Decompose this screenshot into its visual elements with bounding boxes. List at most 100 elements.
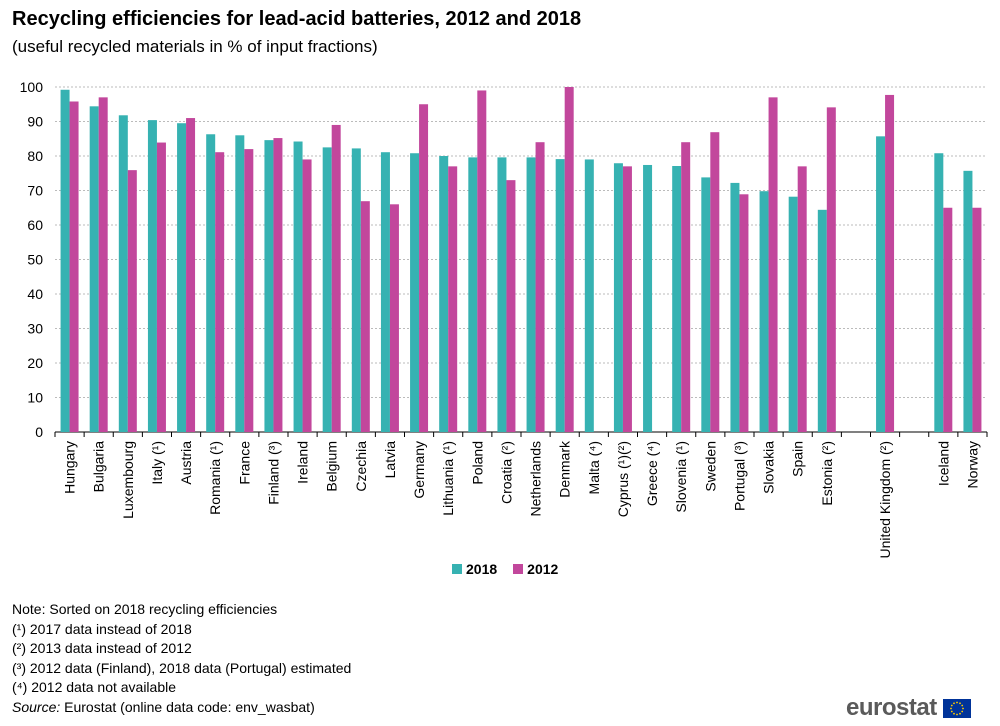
bar-2012 (768, 97, 778, 432)
bar-2012 (506, 180, 516, 432)
eurostat-logo-text: eurostat (846, 694, 937, 721)
bar-2012 (885, 94, 895, 432)
bar-2012 (564, 87, 574, 432)
bar-2012 (360, 201, 370, 432)
x-tick-label: Czechia (353, 441, 369, 492)
chart-title: Recycling efficiencies for lead-acid bat… (12, 8, 582, 30)
x-tick-label: Malta (⁴) (586, 441, 602, 494)
bar-2012 (215, 152, 225, 432)
bar-2018 (584, 159, 594, 432)
y-tick-label: 30 (27, 321, 43, 337)
y-tick-label: 0 (35, 424, 43, 440)
y-tick-label: 60 (27, 217, 43, 233)
legend-swatch-2018 (452, 564, 462, 574)
bar-2018 (177, 123, 187, 432)
bar-2018 (380, 152, 390, 432)
x-tick-label: Ireland (295, 441, 311, 484)
footnote-3: (³) 2012 data (Finland), 2018 data (Port… (12, 659, 352, 676)
bar-2018 (293, 141, 303, 432)
footnote-4: (⁴) 2012 data not available (12, 679, 177, 695)
x-tick-label: Austria (178, 441, 194, 485)
legend: 2018 2012 (452, 561, 558, 577)
x-tick-label: Portugal (³) (731, 441, 747, 511)
bar-2018 (759, 191, 769, 432)
x-tick-label: Lithuania (¹) (440, 441, 456, 516)
bar-2018 (643, 164, 653, 432)
source-label: Source: (12, 698, 61, 715)
bar-2018 (439, 156, 449, 432)
x-tick-label: Spain (790, 441, 806, 477)
bar-2012 (244, 149, 254, 432)
y-tick-label: 80 (27, 148, 43, 164)
bar-2012 (419, 104, 429, 432)
footnote-2: (²) 2013 data instead of 2012 (12, 640, 192, 656)
x-tick-label: Norway (964, 441, 980, 488)
legend-swatch-2012 (513, 564, 524, 574)
bar-2018 (701, 177, 711, 432)
chart-subtitle: (useful recycled materials in % of input… (12, 37, 378, 56)
bar-2012 (477, 90, 487, 432)
x-tick-label: United Kingdom (²) (877, 441, 893, 559)
eu-flag-icon (942, 698, 971, 718)
bar-2018 (60, 89, 70, 432)
bar-2018 (89, 106, 99, 432)
legend-label-2018: 2018 (466, 561, 498, 577)
x-tick-label: Hungary (62, 441, 78, 494)
x-tick-label: Estonia (²) (819, 441, 835, 506)
bar-2018 (526, 157, 536, 432)
bar-2012 (710, 132, 720, 432)
y-tick-label: 40 (27, 286, 43, 302)
x-tick-label: Slovenia (¹) (673, 441, 689, 513)
bar-2018 (555, 159, 565, 433)
x-tick-label: Slovakia (761, 441, 777, 494)
bar-2018 (118, 115, 128, 432)
y-tick-label: 70 (27, 183, 43, 199)
bar-2012 (622, 166, 632, 432)
source-text: Eurostat (online data code: env_wasbat) (60, 698, 315, 715)
bar-2012 (302, 159, 312, 432)
footnote-1: (¹) 2017 data instead of 2018 (12, 620, 192, 637)
legend-item-2012: 2012 (513, 561, 558, 577)
bar-2018 (788, 196, 798, 432)
bar-2018 (351, 148, 361, 432)
bar-2012 (69, 101, 79, 433)
bar-2018 (934, 153, 944, 433)
bar-2018 (963, 170, 973, 432)
footnotes: Note: Sorted on 2018 recycling efficienc… (12, 600, 351, 717)
eurostat-logo: eurostat (846, 694, 971, 722)
y-tick-label: 100 (20, 79, 44, 95)
legend-item-2018: 2018 (452, 561, 497, 577)
bar-2012 (943, 207, 953, 432)
bar-2012 (681, 142, 691, 432)
x-tick-label: France (236, 441, 252, 485)
bar-2018 (672, 166, 682, 432)
bar-2012 (535, 142, 545, 432)
x-tick-label: Finland (³) (265, 441, 281, 505)
x-tick-label: Bulgaria (91, 441, 107, 493)
bar-2012 (186, 118, 196, 433)
bar-2012 (98, 97, 108, 432)
bar-2018 (497, 157, 507, 432)
bar-2012 (448, 166, 458, 432)
x-tick-label: Latvia (382, 441, 398, 479)
bar-2012 (127, 170, 137, 432)
bar-2018 (730, 182, 740, 432)
y-tick-label: 90 (27, 114, 43, 130)
x-tick-label: Denmark (557, 440, 573, 498)
bar-2012 (389, 204, 399, 432)
bar-2012 (972, 207, 982, 432)
bar-2012 (797, 166, 807, 432)
x-tick-label: Croatia (²) (498, 441, 514, 504)
legend-label-2012: 2012 (527, 561, 559, 577)
bar-2018 (206, 134, 216, 432)
x-tick-label: Greece (⁴) (644, 441, 660, 506)
x-tick-label: Iceland (935, 441, 951, 486)
x-tick-label: Cyprus (¹)(²) (615, 441, 631, 517)
bar-2012 (331, 124, 341, 432)
x-tick-label: Netherlands (528, 441, 544, 517)
bar-2018 (410, 153, 420, 433)
bar-2012 (273, 138, 283, 432)
x-tick-label: Belgium (324, 441, 340, 492)
bar-2012 (156, 142, 166, 433)
bar-2018 (468, 157, 478, 432)
